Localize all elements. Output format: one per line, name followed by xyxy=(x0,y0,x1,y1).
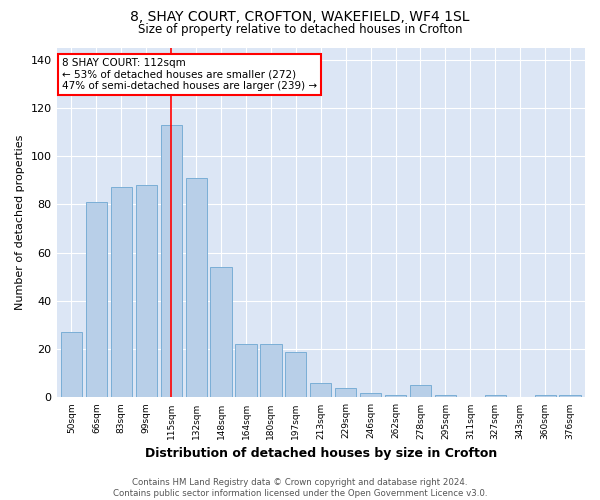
Bar xyxy=(235,344,257,398)
Bar xyxy=(161,124,182,398)
Text: Contains HM Land Registry data © Crown copyright and database right 2024.
Contai: Contains HM Land Registry data © Crown c… xyxy=(113,478,487,498)
Text: Size of property relative to detached houses in Crofton: Size of property relative to detached ho… xyxy=(138,22,462,36)
Y-axis label: Number of detached properties: Number of detached properties xyxy=(15,135,25,310)
Bar xyxy=(559,395,581,398)
Bar xyxy=(410,386,431,398)
Bar xyxy=(335,388,356,398)
Bar xyxy=(260,344,281,398)
Bar xyxy=(360,392,381,398)
Bar xyxy=(86,202,107,398)
Bar xyxy=(385,395,406,398)
Bar xyxy=(211,267,232,398)
Bar xyxy=(61,332,82,398)
Bar xyxy=(136,185,157,398)
Text: 8, SHAY COURT, CROFTON, WAKEFIELD, WF4 1SL: 8, SHAY COURT, CROFTON, WAKEFIELD, WF4 1… xyxy=(130,10,470,24)
Text: 8 SHAY COURT: 112sqm
← 53% of detached houses are smaller (272)
47% of semi-deta: 8 SHAY COURT: 112sqm ← 53% of detached h… xyxy=(62,58,317,91)
Bar xyxy=(435,395,456,398)
X-axis label: Distribution of detached houses by size in Crofton: Distribution of detached houses by size … xyxy=(145,447,497,460)
Bar xyxy=(535,395,556,398)
Bar xyxy=(111,188,132,398)
Bar xyxy=(185,178,207,398)
Bar xyxy=(485,395,506,398)
Bar xyxy=(310,383,331,398)
Bar xyxy=(285,352,307,398)
